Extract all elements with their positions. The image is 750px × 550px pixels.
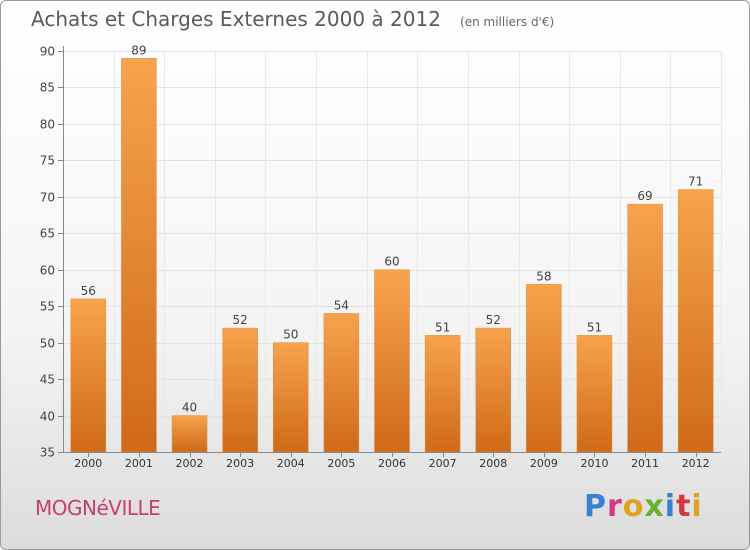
brand-letter: t xyxy=(676,489,692,524)
bar xyxy=(475,327,511,453)
brand-logo: Proxiti xyxy=(584,489,703,524)
bar xyxy=(222,327,258,453)
bar xyxy=(70,298,107,453)
y-tick-label: 85 xyxy=(40,81,55,95)
y-tick-label: 65 xyxy=(40,227,55,241)
x-tick-label: 2005 xyxy=(327,457,355,470)
bar xyxy=(121,58,157,453)
chart-unit: (en milliers d'€) xyxy=(460,15,555,29)
bar xyxy=(526,284,562,453)
brand-letter: i xyxy=(691,489,703,524)
y-tick-label: 70 xyxy=(40,191,55,205)
axes: 35 40 45 50 55 60 65 70 75 80 85 90 2000 2001 2002 2003… xyxy=(40,45,721,470)
bar xyxy=(424,335,461,453)
value-label: 52 xyxy=(486,313,501,327)
bar xyxy=(273,342,309,453)
value-label: 71 xyxy=(688,175,703,189)
brand-letter: i xyxy=(664,489,677,524)
brand-letter: x xyxy=(644,489,665,524)
y-tick-label: 60 xyxy=(40,264,55,278)
x-tick-label: 2012 xyxy=(682,457,710,470)
value-label: 40 xyxy=(182,401,197,415)
y-tick-label: 75 xyxy=(40,154,55,168)
value-label: 50 xyxy=(283,328,298,342)
bars xyxy=(70,58,714,453)
brand-letter: r xyxy=(607,489,623,524)
town-name: MOGNéVILLE xyxy=(35,496,161,520)
y-tick-label: 40 xyxy=(40,410,55,424)
chart-title: Achats et Charges Externes 2000 à 2012 xyxy=(31,7,441,31)
x-tick-label: 2006 xyxy=(378,457,406,470)
x-tick-label: 2002 xyxy=(176,457,204,470)
x-tick-label: 2000 xyxy=(74,457,102,470)
brand-letter: o xyxy=(622,489,645,524)
value-label: 58 xyxy=(536,269,551,283)
x-tick-label: 2010 xyxy=(580,457,608,470)
value-label: 52 xyxy=(233,313,248,327)
chart-title-block: Achats et Charges Externes 2000 à 2012 (… xyxy=(31,7,554,31)
bar xyxy=(171,415,208,453)
y-tick-label: 50 xyxy=(40,337,55,351)
y-tick-label: 90 xyxy=(40,45,55,59)
value-label: 56 xyxy=(81,284,96,298)
x-tick-label: 2009 xyxy=(530,457,558,470)
bar xyxy=(323,313,360,453)
value-label: 51 xyxy=(587,320,602,334)
bar xyxy=(576,335,613,453)
value-label: 69 xyxy=(637,189,652,203)
bar xyxy=(627,203,663,453)
value-labels: 56 89 40 52 50 54 60 51 52 58 51 69 71 xyxy=(81,43,704,414)
y-tick-label: 35 xyxy=(40,446,55,460)
brand-letter: P xyxy=(584,489,607,524)
bar xyxy=(677,189,714,453)
y-tick-label: 80 xyxy=(40,118,55,132)
x-tick-label: 2011 xyxy=(631,457,659,470)
y-tick-label: 55 xyxy=(40,300,55,314)
x-tick-label: 2004 xyxy=(277,457,305,470)
value-label: 51 xyxy=(435,320,450,334)
x-tick-label: 2008 xyxy=(479,457,507,470)
value-label: 60 xyxy=(384,255,399,269)
value-label: 89 xyxy=(131,43,146,57)
x-tick-label: 2003 xyxy=(226,457,254,470)
x-tick-label: 2001 xyxy=(125,457,153,470)
bar xyxy=(374,269,410,453)
value-label: 54 xyxy=(334,298,349,312)
y-tick-label: 45 xyxy=(40,373,55,387)
x-tick-label: 2007 xyxy=(429,457,457,470)
